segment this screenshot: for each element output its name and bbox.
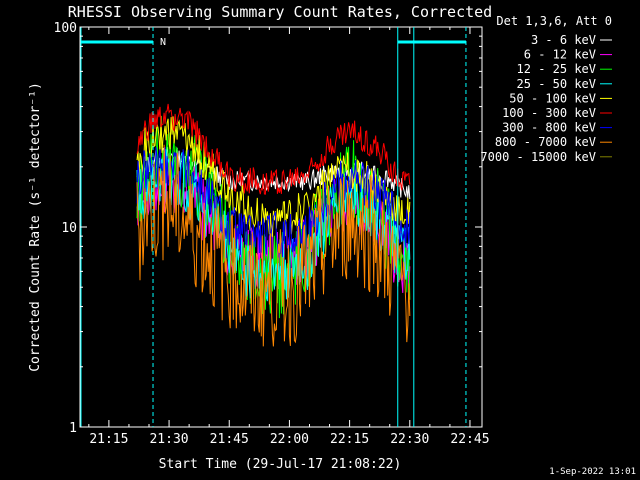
x-tick-label: 21:45	[210, 432, 249, 447]
legend-label: 25 - 50 keV	[517, 77, 596, 91]
legend-label: 50 - 100 keV	[509, 91, 596, 105]
series-line	[136, 146, 411, 258]
x-tick-label: 21:30	[149, 432, 188, 447]
chart-title: RHESSI Observing Summary Count Rates, Co…	[68, 3, 492, 21]
y-axis-label: Corrected Count Rate (s⁻¹ detector⁻¹)	[28, 82, 43, 372]
legend-label: 6 - 12 keV	[524, 48, 596, 62]
legend-title: Det 1,3,6, Att 0	[496, 14, 612, 28]
y-tick-label: 100	[54, 21, 77, 36]
state-annotation: N	[160, 37, 166, 48]
axis-layer: 21:15 21:30 21:45 22:00 22:15 22:30 22:45 1 10 10…	[54, 21, 490, 447]
y-tick-label: 10	[61, 221, 77, 236]
legend-label: 800 - 7000 keV	[495, 135, 596, 149]
x-tick-label: 22:45	[450, 432, 489, 447]
footer-date: 1-Sep-2022 13:01	[549, 467, 636, 477]
legend-label: 300 - 800 keV	[502, 121, 596, 135]
series-line	[136, 103, 411, 195]
legend-label: 12 - 25 keV	[517, 62, 596, 76]
y-tick-label: 1	[69, 421, 77, 436]
legend-label: 3 - 6 keV	[531, 33, 596, 47]
legend-label: 100 - 300 keV	[502, 106, 596, 120]
x-axis-label: Start Time (29-Jul-17 21:08:22)	[159, 457, 402, 472]
data-layer	[136, 103, 411, 347]
x-tick-label: 22:00	[270, 432, 309, 447]
x-tick-label: 21:15	[89, 432, 128, 447]
legend-label: 7000 - 15000 keV	[480, 150, 596, 164]
x-tick-label: 22:15	[330, 432, 369, 447]
plot-area: N 21:15 21:30 21:45 22:00 22:15 22:30 22:45 1 10…	[54, 21, 490, 447]
series-line	[136, 144, 411, 347]
x-tick-label: 22:30	[390, 432, 429, 447]
